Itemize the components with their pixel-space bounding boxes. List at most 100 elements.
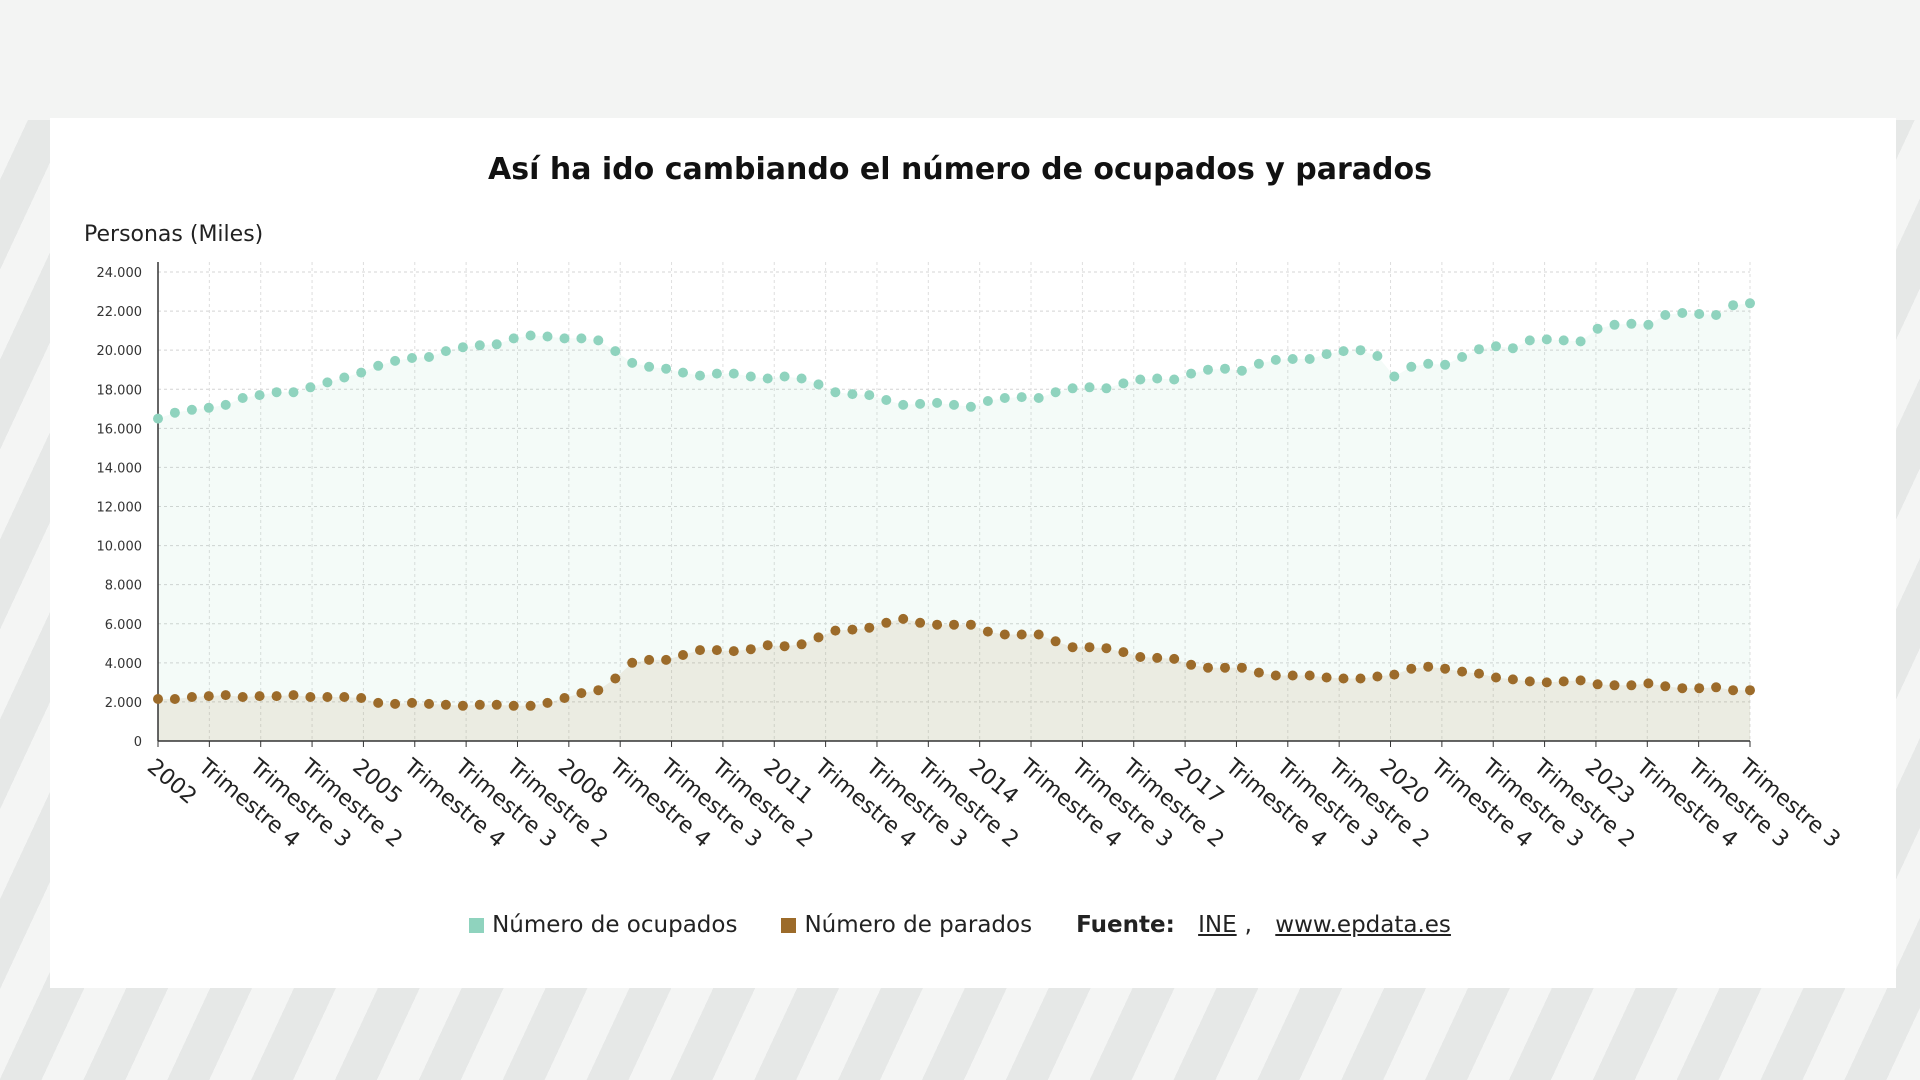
point-parados	[356, 693, 367, 703]
point-ocupados	[1406, 361, 1417, 372]
point-parados	[373, 697, 384, 708]
point-ocupados	[982, 396, 993, 406]
point-parados	[424, 698, 434, 709]
point-parados	[1016, 629, 1027, 640]
area-ocupados	[158, 303, 1750, 741]
y-tick-label: 14.000	[97, 461, 143, 476]
point-ocupados	[1084, 382, 1095, 393]
point-parados	[1050, 636, 1061, 647]
point-ocupados	[711, 368, 722, 379]
point-parados	[407, 697, 417, 708]
source-label: Fuente:	[1076, 912, 1175, 938]
point-ocupados	[813, 379, 824, 390]
point-parados	[1118, 647, 1129, 658]
point-ocupados	[542, 331, 553, 342]
point-ocupados	[1220, 363, 1230, 374]
point-ocupados	[1270, 354, 1281, 365]
point-parados	[1067, 642, 1078, 653]
point-ocupados	[288, 387, 299, 398]
point-parados	[1033, 629, 1044, 640]
chart-card	[50, 118, 1896, 988]
point-parados	[237, 692, 248, 702]
source-link-epdata[interactable]: www.epdata.es	[1275, 912, 1451, 938]
point-ocupados	[1711, 310, 1722, 320]
point-parados	[1491, 672, 1501, 683]
background-top	[0, 0, 1920, 120]
point-parados	[932, 619, 943, 630]
legend-item-ocupados[interactable]: Número de ocupados	[469, 912, 737, 938]
point-ocupados	[153, 413, 163, 424]
point-parados	[1406, 663, 1417, 674]
point-ocupados	[644, 361, 655, 372]
legend-item-parados[interactable]: Número de parados	[781, 912, 1032, 938]
y-tick-label: 24.000	[97, 266, 143, 281]
point-parados	[339, 692, 350, 702]
area-parados	[158, 618, 1750, 741]
point-ocupados	[1372, 351, 1383, 361]
point-ocupados	[864, 390, 875, 401]
point-ocupados	[847, 389, 858, 400]
point-ocupados	[762, 373, 773, 384]
point-ocupados	[610, 346, 621, 357]
point-ocupados	[1253, 358, 1264, 369]
point-ocupados	[1474, 344, 1484, 355]
point-ocupados	[1423, 358, 1434, 369]
point-parados	[898, 613, 909, 624]
point-ocupados	[965, 401, 976, 412]
point-ocupados	[1609, 319, 1620, 330]
y-tick-label: 18.000	[97, 383, 143, 398]
point-parados	[1507, 674, 1518, 685]
point-parados	[508, 700, 519, 711]
point-ocupados	[915, 398, 926, 409]
point-parados	[288, 690, 299, 701]
point-parados	[491, 699, 502, 710]
point-ocupados	[1101, 383, 1112, 394]
point-parados	[1203, 662, 1213, 673]
point-ocupados	[424, 352, 434, 362]
point-ocupados	[1304, 354, 1315, 364]
point-ocupados	[796, 373, 807, 384]
point-parados	[1592, 679, 1603, 690]
series-points	[153, 298, 1755, 711]
point-parados	[1457, 666, 1468, 677]
point-ocupados	[1135, 374, 1146, 385]
point-ocupados	[525, 330, 536, 341]
point-ocupados	[373, 360, 384, 371]
y-tick-label: 6.000	[105, 618, 142, 633]
point-ocupados	[1067, 383, 1078, 394]
point-ocupados	[271, 387, 282, 398]
point-parados	[1152, 652, 1163, 663]
point-ocupados	[186, 404, 197, 415]
point-ocupados	[661, 363, 672, 374]
point-ocupados	[322, 377, 333, 388]
point-parados	[999, 629, 1010, 640]
point-parados	[593, 685, 604, 696]
point-parados	[949, 619, 959, 630]
point-ocupados	[1033, 393, 1044, 403]
point-ocupados	[830, 387, 841, 398]
point-ocupados	[1118, 378, 1129, 389]
point-ocupados	[576, 333, 587, 344]
point-parados	[1728, 685, 1739, 696]
y-tick-label: 0	[134, 735, 142, 750]
point-ocupados	[1287, 354, 1298, 364]
point-ocupados	[627, 357, 638, 368]
point-parados	[1169, 653, 1180, 664]
series-areas	[158, 303, 1750, 741]
point-ocupados	[407, 353, 417, 363]
source-separator: ,	[1244, 912, 1252, 938]
point-ocupados	[999, 393, 1010, 403]
point-parados	[186, 692, 197, 702]
point-parados	[610, 673, 621, 684]
point-ocupados	[1558, 335, 1569, 346]
source-link-ine[interactable]: INE	[1198, 912, 1237, 938]
legend-swatch-parados	[781, 917, 797, 933]
point-parados	[457, 700, 468, 711]
point-parados	[1694, 683, 1705, 694]
y-tick-label: 20.000	[97, 344, 143, 359]
point-parados	[1304, 670, 1315, 681]
point-parados	[762, 640, 773, 651]
point-parados	[965, 619, 976, 630]
point-ocupados	[1321, 349, 1332, 360]
